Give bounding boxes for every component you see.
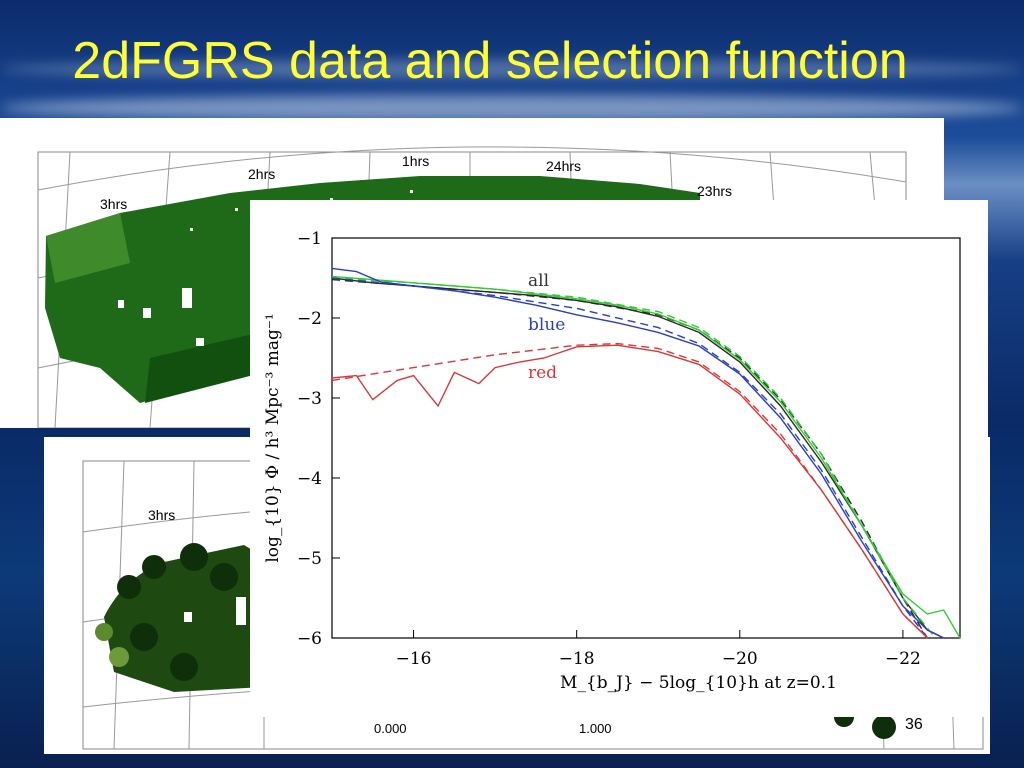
x-tick-label: −22 bbox=[885, 649, 921, 669]
y-tick-label: −1 bbox=[297, 229, 322, 249]
plot-frame bbox=[331, 237, 961, 639]
map-x-tick: 1.000 bbox=[579, 721, 612, 736]
y-tick-label: −2 bbox=[297, 309, 322, 329]
x-tick-label: −20 bbox=[722, 649, 758, 669]
x-axis-label: M_{b_J} − 5log_{10}h at z=0.1 bbox=[560, 673, 837, 693]
map-x-tick: 0.000 bbox=[374, 721, 407, 736]
series-green-line bbox=[331, 275, 961, 639]
label-blue: blue bbox=[528, 315, 565, 335]
ra-label: 23hrs bbox=[697, 183, 732, 199]
label-red: red bbox=[528, 363, 557, 383]
series-red-line bbox=[331, 344, 928, 639]
y-tick-label: −3 bbox=[297, 389, 322, 409]
y-tick-label: −5 bbox=[297, 549, 322, 569]
series-blue-line bbox=[331, 267, 944, 639]
slide-title: 2dFGRS data and selection function bbox=[72, 32, 908, 90]
page-number: 36 bbox=[905, 716, 923, 733]
x-tick-label: −18 bbox=[559, 649, 595, 669]
ra-label: 1hrs bbox=[402, 153, 429, 169]
label-all: all bbox=[528, 271, 549, 291]
y-axis-label: log_{10} Φ / h³ Mpc⁻³ mag⁻¹ bbox=[263, 313, 283, 562]
ra-label: 2hrs bbox=[248, 166, 275, 182]
luminosity-function-panel: −16 −18 −20 −22 −1 −2 −3 −4 −5 −6 all blue red M_… bbox=[250, 200, 988, 717]
ra-label: 3hrs bbox=[148, 507, 175, 523]
ra-label: 3hrs bbox=[100, 196, 127, 212]
series-green-fit-line bbox=[331, 277, 937, 639]
x-tick-label: −16 bbox=[396, 649, 432, 669]
series-blue-fit-line bbox=[331, 277, 928, 639]
ra-label: 24hrs bbox=[546, 158, 581, 174]
luminosity-function-chart: −16 −18 −20 −22 −1 −2 −3 −4 −5 −6 all blue red M_… bbox=[263, 229, 961, 693]
y-tick-label: −4 bbox=[297, 469, 322, 489]
y-tick-label: −6 bbox=[297, 629, 322, 649]
